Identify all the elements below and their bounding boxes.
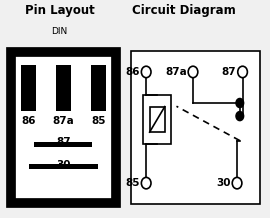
- Text: 85: 85: [91, 116, 106, 126]
- Text: 87: 87: [56, 137, 71, 147]
- Text: Circuit Diagram: Circuit Diagram: [132, 4, 235, 17]
- Text: 87a: 87a: [165, 67, 187, 77]
- Text: 86: 86: [21, 116, 36, 126]
- Bar: [29, 164, 98, 169]
- Text: 85: 85: [126, 178, 140, 188]
- Bar: [143, 95, 171, 144]
- Text: Pin Layout: Pin Layout: [25, 4, 94, 17]
- Circle shape: [236, 98, 244, 108]
- Text: DIN: DIN: [51, 27, 68, 36]
- Text: 87a: 87a: [53, 116, 74, 126]
- Text: 30: 30: [216, 178, 231, 188]
- Bar: [21, 65, 36, 111]
- Text: 86: 86: [126, 67, 140, 77]
- Text: 87: 87: [222, 67, 236, 77]
- Circle shape: [236, 112, 244, 121]
- Bar: [35, 142, 92, 147]
- Bar: [91, 65, 106, 111]
- Text: 30: 30: [56, 160, 71, 170]
- Bar: [56, 65, 71, 111]
- Bar: [150, 107, 165, 132]
